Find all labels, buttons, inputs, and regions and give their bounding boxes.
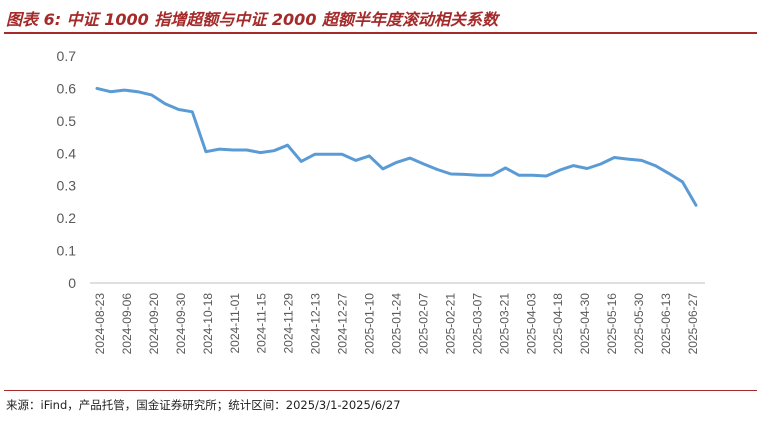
x-tick-label: 2024-12-13 (309, 293, 323, 355)
x-tick-label: 2025-01-10 (363, 293, 377, 355)
y-axis: 0 0.1 0.2 0.3 0.4 0.5 0.6 0.7 (57, 48, 77, 291)
figure-title: 图表 6: 中证 1000 指增超额与中证 2000 超额半年度滚动相关系数 (6, 10, 499, 29)
x-tick-label: 2025-01-24 (390, 293, 404, 355)
x-tick-label: 2024-09-20 (147, 293, 161, 355)
x-tick-label: 2024-09-30 (174, 293, 188, 355)
x-tick-label: 2024-11-15 (255, 293, 269, 354)
source-note: 来源：iFind，产品托管，国金证券研究所；统计区间：2025/3/1-2025… (6, 398, 401, 412)
series-group (95, 86, 698, 207)
x-tick-label: 2024-12-27 (336, 293, 350, 355)
x-tick-label: 2025-04-18 (551, 293, 565, 355)
y-tick-label: 0.5 (57, 113, 77, 129)
x-tick-label: 2025-04-30 (578, 293, 592, 355)
x-tick-label: 2025-03-21 (497, 293, 511, 355)
x-tick-label: 2024-10-18 (201, 293, 215, 355)
y-tick-label: 0.1 (57, 243, 77, 259)
y-tick-label: 0.7 (57, 48, 77, 64)
y-tick-label: 0.4 (57, 145, 77, 161)
x-tick-label: 2025-05-30 (632, 293, 646, 355)
x-tick-label: 2025-06-13 (659, 293, 673, 355)
x-tick-label: 2024-09-06 (120, 293, 134, 355)
x-tick-label: 2024-08-23 (93, 293, 107, 355)
y-tick-label: 0 (68, 275, 76, 291)
x-tick-label: 2024-11-29 (282, 293, 296, 354)
x-tick-label: 2025-05-16 (605, 293, 619, 355)
x-tick-label: 2025-06-27 (686, 293, 700, 355)
y-tick-label: 0.6 (57, 80, 77, 96)
x-tick-label: 2025-04-03 (524, 293, 538, 355)
x-tick-label: 2025-03-07 (470, 293, 484, 355)
title-rule (4, 32, 757, 34)
y-tick-label: 0.2 (57, 210, 77, 226)
x-axis: 2024-08-23 2024-09-06 2024-09-20 2024-09-30… (90, 282, 705, 355)
x-tick-label: 2024-11-01 (228, 293, 242, 354)
y-tick-label: 0.3 (57, 178, 77, 194)
footer-rule (4, 390, 757, 391)
x-tick-label: 2025-02-21 (443, 293, 457, 355)
series-line-0 (95, 86, 698, 207)
x-tick-label: 2025-02-07 (416, 293, 430, 355)
